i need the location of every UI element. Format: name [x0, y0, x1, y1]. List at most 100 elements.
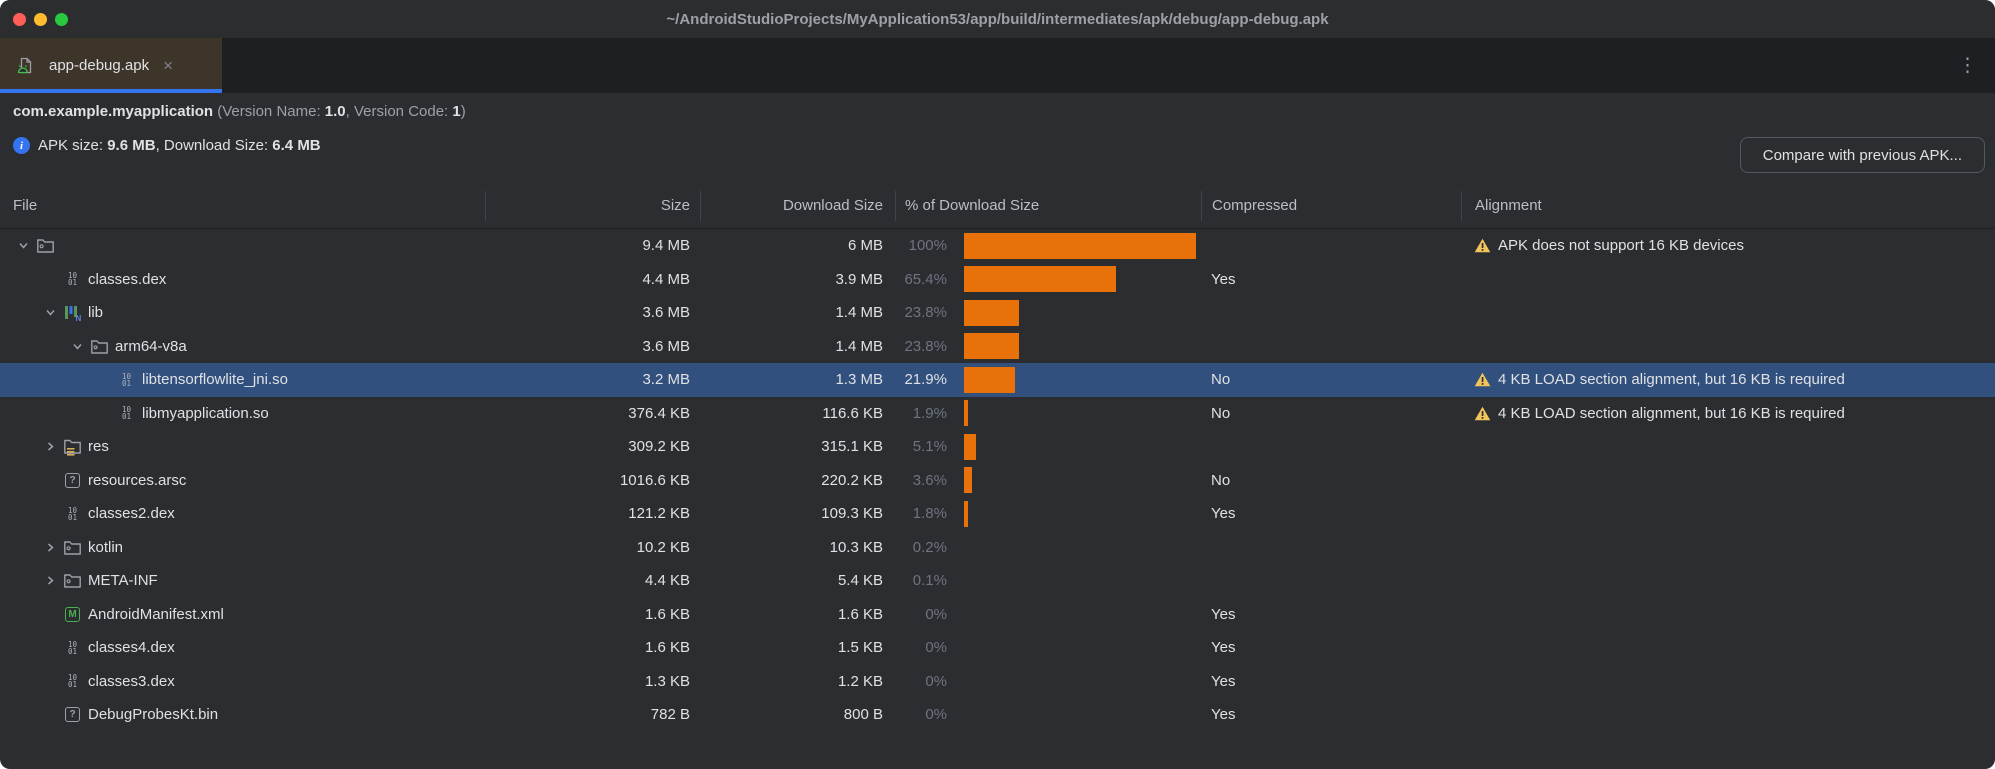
percent-of-download-cell: 1.8% — [895, 500, 1201, 527]
column-header-alignment[interactable]: Alignment — [1461, 191, 1995, 221]
chevron-down-icon[interactable] — [64, 341, 90, 352]
warning-icon — [1474, 238, 1491, 253]
column-header-download-size[interactable]: Download Size — [700, 191, 895, 221]
size-cell: 376.4 KB — [628, 404, 690, 422]
table-body: 9.4 MB 6 MB 100% APK does not support 16 KB… — [0, 229, 1995, 732]
percent-label: 0% — [925, 672, 947, 690]
column-header-size[interactable]: Size — [485, 191, 700, 221]
percent-label: 21.9% — [904, 371, 947, 389]
close-window-button[interactable] — [13, 12, 26, 26]
file-name: res — [88, 438, 109, 456]
version-suffix: ) — [460, 103, 466, 120]
size-cell: 3.6 MB — [642, 304, 690, 322]
file-name: resources.arsc — [88, 471, 187, 489]
file-cell: res — [0, 437, 485, 456]
download-size-cell: 116.6 KB — [822, 404, 883, 422]
version-code-label: , Version Code: — [345, 103, 453, 120]
dex-file-icon: 10 01 — [67, 639, 78, 656]
file-name: classes4.dex — [88, 639, 175, 657]
compressed-cell: No — [1211, 471, 1231, 489]
table-row[interactable]: ? DebugProbesKt.bin 782 B 800 B 0% Yes — [0, 698, 1995, 732]
compressed-cell: Yes — [1211, 706, 1236, 724]
alignment-cell: APK does not support 16 KB devices — [1461, 237, 1995, 254]
table-row[interactable]: res 309.2 KB 315.1 KB 5.1% — [0, 430, 1995, 464]
size-cell: 4.4 KB — [644, 572, 690, 590]
percent-label: 65.4% — [904, 270, 947, 288]
alignment-warning-text: 4 KB LOAD section alignment, but 16 KB i… — [1498, 404, 1845, 422]
minimize-window-button[interactable] — [34, 12, 47, 26]
table-row[interactable]: M AndroidManifest.xml 1.6 KB 1.6 KB 0% Yes — [0, 598, 1995, 632]
version-name-value: 1.0 — [324, 103, 346, 120]
table-row[interactable]: 10 01 libtensorflowlite_jni.so 3.2 MB 1.3 MB… — [0, 363, 1995, 397]
download-percent-bar — [964, 333, 1020, 360]
chevron-right-icon[interactable] — [37, 441, 63, 452]
version-code-value: 1 — [452, 103, 461, 120]
file-name: classes.dex — [88, 270, 167, 288]
column-header-percent-of-download-size[interactable]: % of Download Size — [895, 191, 1201, 221]
column-header-compressed[interactable]: Compressed — [1201, 191, 1461, 221]
table-row[interactable]: arm64-v8a 3.6 MB 1.4 MB 23.8% — [0, 330, 1995, 364]
window-title: ~/AndroidStudioProjects/MyApplication53/… — [666, 10, 1329, 28]
table-row[interactable]: META-INF 4.4 KB 5.4 KB 0.1% — [0, 564, 1995, 598]
percent-of-download-cell: 1.9% — [895, 400, 1201, 427]
compressed-cell: Yes — [1211, 672, 1236, 690]
download-size-cell: 315.1 KB — [821, 438, 883, 456]
table-row[interactable]: kotlin 10.2 KB 10.3 KB 0.2% — [0, 531, 1995, 565]
percent-of-download-cell: 23.8% — [895, 299, 1201, 326]
size-cell: 3.2 MB — [642, 371, 690, 389]
size-cell: 1016.6 KB — [619, 471, 690, 489]
download-percent-bar — [964, 232, 1196, 259]
dex-file-icon: 10 01 — [121, 371, 132, 388]
zoom-window-button[interactable] — [55, 12, 68, 26]
alignment-cell: 4 KB LOAD section alignment, but 16 KB i… — [1461, 371, 1995, 388]
table-row[interactable]: 9.4 MB 6 MB 100% APK does not support 16 KB… — [0, 229, 1995, 263]
size-cell: 782 B — [650, 706, 690, 724]
percent-label: 0% — [925, 706, 947, 724]
percent-of-download-cell: 21.9% — [895, 366, 1201, 393]
download-percent-bar — [964, 467, 973, 494]
tab-close-icon[interactable]: × — [163, 56, 174, 75]
file-name: DebugProbesKt.bin — [88, 706, 219, 724]
more-options-icon[interactable]: ⋮ — [1958, 55, 1977, 76]
percent-of-download-cell: 0% — [895, 606, 1201, 623]
chevron-right-icon[interactable] — [37, 542, 63, 553]
percent-label: 0.1% — [912, 572, 947, 590]
dex-file-icon: 10 01 — [67, 673, 78, 690]
percent-label: 5.1% — [912, 438, 947, 456]
percent-of-download-cell: 100% — [895, 232, 1201, 259]
chevron-right-icon[interactable] — [37, 575, 63, 586]
tab-app-debug-apk[interactable]: app-debug.apk × — [0, 38, 222, 93]
package-name: com.example.myapplication — [13, 103, 214, 120]
compressed-cell: No — [1211, 404, 1231, 422]
percent-label: 3.6% — [912, 471, 947, 489]
table-row[interactable]: 10 01 classes.dex 4.4 MB 3.9 MB 65.4% Yes — [0, 263, 1995, 297]
alignment-warning-text: APK does not support 16 KB devices — [1498, 237, 1744, 255]
file-name: classes2.dex — [88, 505, 175, 523]
chevron-down-icon[interactable] — [37, 307, 63, 318]
chevron-down-icon[interactable] — [10, 240, 36, 251]
native-library-icon: N — [63, 303, 82, 322]
folder-icon — [63, 571, 82, 590]
percent-label: 1.9% — [912, 404, 947, 422]
file-cell: ? resources.arsc — [0, 471, 485, 490]
table-row[interactable]: ? resources.arsc 1016.6 KB 220.2 KB 3.6% No — [0, 464, 1995, 498]
dex-file-icon: 10 01 — [121, 405, 132, 422]
apk-size-label: APK size: — [38, 137, 108, 154]
table-row[interactable]: 10 01 classes2.dex 121.2 KB 109.3 KB 1.8% Yes — [0, 497, 1995, 531]
compare-with-previous-apk-button[interactable]: Compare with previous APK... — [1739, 137, 1985, 173]
download-percent-bar — [964, 299, 1020, 326]
column-header-file[interactable]: File — [13, 197, 38, 214]
percent-of-download-cell: 3.6% — [895, 467, 1201, 494]
table-row[interactable]: 10 01 libmyapplication.so 376.4 KB 116.6 KB 1… — [0, 397, 1995, 431]
download-size-cell: 800 B — [843, 706, 883, 724]
table-row[interactable]: 10 01 classes4.dex 1.6 KB 1.5 KB 0% Yes — [0, 631, 1995, 665]
file-cell: M AndroidManifest.xml — [0, 605, 485, 624]
file-cell — [0, 236, 485, 255]
warning-icon — [1474, 372, 1491, 387]
folder-icon — [36, 236, 55, 255]
compressed-cell: Yes — [1211, 505, 1236, 523]
table-row[interactable]: 10 01 classes3.dex 1.3 KB 1.2 KB 0% Yes — [0, 665, 1995, 699]
compressed-cell: Yes — [1211, 270, 1236, 288]
